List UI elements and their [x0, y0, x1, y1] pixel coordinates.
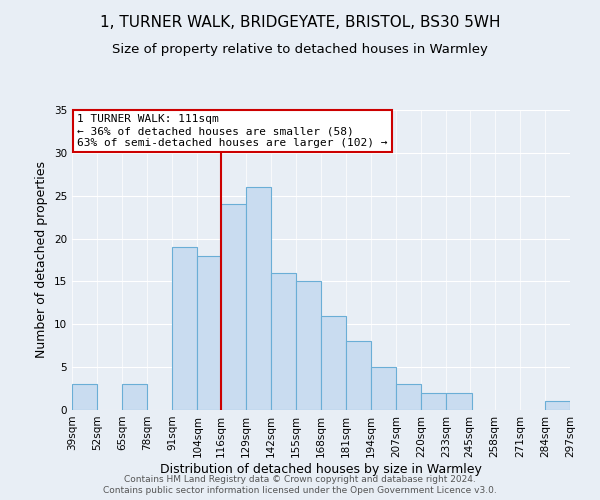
Text: Size of property relative to detached houses in Warmley: Size of property relative to detached ho…: [112, 42, 488, 56]
Bar: [421, 393, 446, 410]
Bar: [122, 384, 147, 410]
X-axis label: Distribution of detached houses by size in Warmley: Distribution of detached houses by size …: [160, 462, 482, 475]
Bar: [396, 384, 421, 410]
Bar: [197, 256, 223, 410]
Text: 1 TURNER WALK: 111sqm
← 36% of detached houses are smaller (58)
63% of semi-deta: 1 TURNER WALK: 111sqm ← 36% of detached …: [77, 114, 388, 148]
Bar: [172, 247, 197, 410]
Text: Contains HM Land Registry data © Crown copyright and database right 2024.: Contains HM Land Registry data © Crown c…: [124, 475, 476, 484]
Bar: [321, 316, 346, 410]
Text: Contains public sector information licensed under the Open Government Licence v3: Contains public sector information licen…: [103, 486, 497, 495]
Bar: [346, 342, 371, 410]
Bar: [72, 384, 97, 410]
Bar: [446, 393, 472, 410]
Y-axis label: Number of detached properties: Number of detached properties: [35, 162, 49, 358]
Text: 1, TURNER WALK, BRIDGEYATE, BRISTOL, BS30 5WH: 1, TURNER WALK, BRIDGEYATE, BRISTOL, BS3…: [100, 15, 500, 30]
Bar: [246, 187, 271, 410]
Bar: [545, 402, 570, 410]
Bar: [296, 282, 321, 410]
Bar: [271, 273, 296, 410]
Bar: [371, 367, 396, 410]
Bar: [221, 204, 246, 410]
